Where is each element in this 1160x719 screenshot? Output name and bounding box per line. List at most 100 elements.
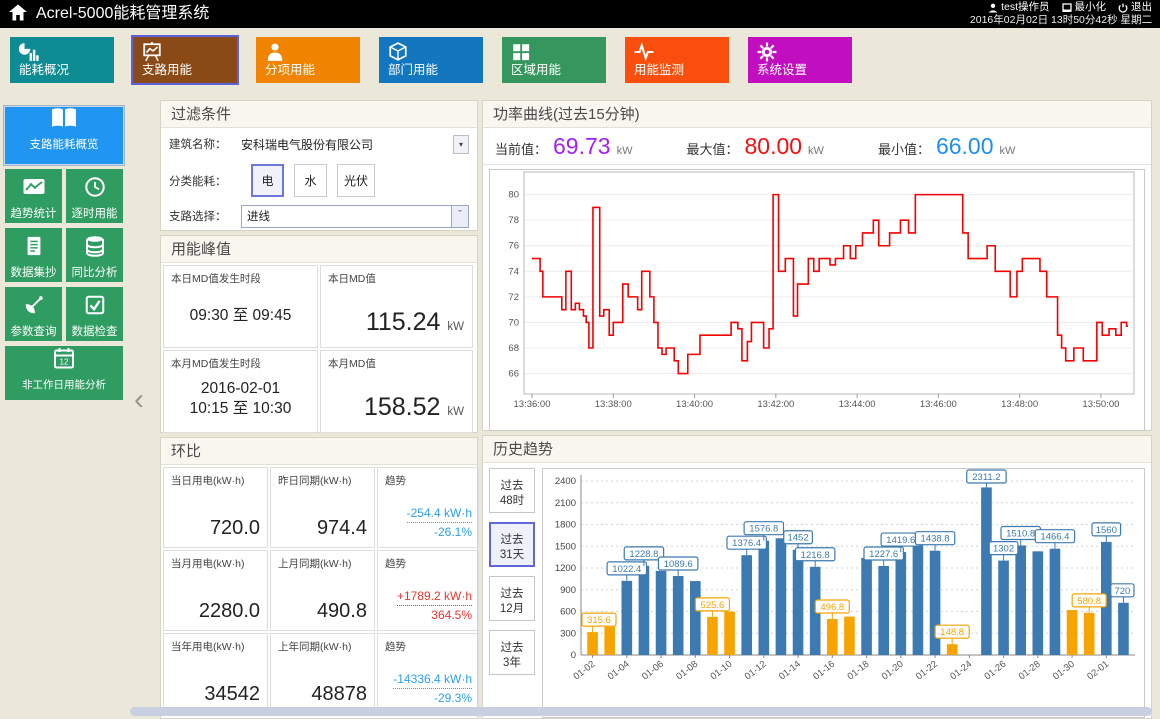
category-label: 分类能耗：: [169, 175, 227, 188]
category-button-pv[interactable]: 光伏: [337, 164, 376, 197]
svg-text:1376.4: 1376.4: [732, 538, 761, 549]
nav-tab-area-energy[interactable]: 区域用能: [502, 37, 606, 83]
building-label: 建筑名称：: [169, 139, 227, 151]
calendar-icon: 12: [5, 346, 123, 375]
check-square-icon: [66, 294, 123, 321]
svg-text:76: 76: [508, 241, 519, 252]
power-curve-chart: 66 68 70 72 74 76 78 80 13:36:00 13:38:00 13:40:00…: [489, 169, 1145, 431]
svg-text:01-02: 01-02: [571, 659, 597, 683]
svg-text:13:44:00: 13:44:00: [839, 399, 876, 410]
logout-button[interactable]: 退出: [1118, 1, 1152, 14]
subentry-energy-icon: [265, 42, 285, 67]
month-md-value-cell: 本月MD值 158.52 kW: [320, 350, 473, 433]
day-md-period-value: 09:30 至 09:45: [189, 307, 292, 324]
svg-text:1022.4: 1022.4: [612, 564, 641, 575]
month-md-period-time: 10:15 至 10:30: [189, 400, 292, 417]
ring-cell: 昨日同期(kW·h) 974.4: [270, 467, 375, 548]
svg-text:1302: 1302: [993, 544, 1014, 555]
month-md-period-cell: 本月MD值发生时段 2016-02-01 10:15 至 10:30: [163, 350, 318, 433]
svg-text:02-01: 02-01: [1085, 659, 1111, 683]
range-button-3y[interactable]: 过去 3年: [489, 630, 535, 675]
svg-text:66: 66: [508, 369, 519, 380]
nav-tab-subentry-energy[interactable]: 分项用能: [256, 37, 360, 83]
power-curve-panel: 功率曲线(过去15分钟) 当前值： 69.73 kW 最大值： 80.00 kW 最小值…: [482, 100, 1152, 431]
trend-chart-icon: [5, 176, 62, 203]
sidebar-item-param-query[interactable]: 参数查询: [5, 287, 62, 341]
user-menu[interactable]: test操作员: [988, 1, 1050, 14]
svg-text:13:42:00: 13:42:00: [757, 399, 794, 410]
datetime: 2016年02月02日 13时50分42秒 星期二: [969, 14, 1152, 26]
svg-text:12: 12: [60, 358, 69, 367]
minimize-button[interactable]: 最小化: [1061, 1, 1106, 14]
ring-cell: 当月用电(kW·h) 2280.0: [163, 550, 268, 631]
min-value: 66.00: [935, 132, 994, 159]
nav-tab-branch-energy[interactable]: 支路用能: [133, 37, 237, 83]
power-curve-title: 功率曲线(过去15分钟): [483, 101, 1151, 128]
department-energy-icon: [388, 42, 408, 67]
nav-tab-system-settings[interactable]: 系统设置: [748, 37, 852, 83]
svg-text:01-08: 01-08: [674, 659, 700, 683]
svg-text:13:40:00: 13:40:00: [676, 399, 713, 410]
svg-text:148.8: 148.8: [940, 627, 964, 638]
left-column: 过滤条件 建筑名称： 安科瑞电气股份有限公司 ▾ 分类能耗： 电 水 光伏 支路…: [160, 100, 479, 719]
sidebar-item-hourly-energy[interactable]: 逐时用能: [66, 169, 123, 223]
svg-text:70: 70: [508, 317, 519, 328]
sidebar-item-nonworkday-analysis[interactable]: 12 非工作日用能分析: [5, 346, 123, 400]
svg-text:13:36:00: 13:36:00: [514, 399, 551, 410]
building-value: 安科瑞电气股份有限公司: [241, 137, 374, 152]
sidebar-collapse-chevron[interactable]: ‹: [134, 383, 144, 416]
svg-text:13:48:00: 13:48:00: [1001, 399, 1038, 410]
range-button-12m[interactable]: 过去 12月: [489, 576, 535, 621]
svg-text:74: 74: [508, 266, 519, 277]
branch-select[interactable]: 进线 ˇ: [241, 204, 469, 228]
svg-text:01-22: 01-22: [914, 659, 940, 683]
sidebar-item-branch-overview[interactable]: 支路能耗概览: [5, 107, 123, 164]
sidebar: 支路能耗概览 趋势统计 逐时用能 数据集抄 同比分析: [5, 100, 125, 405]
svg-text:01-18: 01-18: [845, 659, 871, 683]
document-icon: [5, 235, 62, 262]
svg-text:01-26: 01-26: [982, 659, 1008, 683]
svg-text:01-24: 01-24: [948, 659, 974, 683]
range-button-48h[interactable]: 过去 48时: [489, 468, 535, 513]
svg-text:0: 0: [571, 650, 576, 661]
svg-text:900: 900: [560, 585, 576, 596]
ring-comparison-panel: 环比 当日用电(kW·h) 720.0 昨日同期(kW·h) 974.4 趋势 -2…: [160, 437, 479, 719]
svg-text:1227.6: 1227.6: [869, 549, 898, 560]
ring-cell: 当年用电(kW·h) 34542: [163, 633, 268, 714]
building-dropdown-button[interactable]: ▾: [453, 134, 469, 154]
svg-text:01-20: 01-20: [880, 659, 906, 683]
app-title: Acrel-5000能耗管理系统: [36, 5, 210, 22]
branch-select-value: 进线: [247, 211, 270, 223]
sidebar-item-yoy-analysis[interactable]: 同比分析: [66, 228, 123, 282]
filter-panel: 过滤条件 建筑名称： 安科瑞电气股份有限公司 ▾ 分类能耗： 电 水 光伏 支路…: [160, 100, 478, 231]
nav-tab-energy-overview[interactable]: 能耗概况: [10, 37, 114, 83]
sidebar-item-data-collection[interactable]: 数据集抄: [5, 228, 62, 282]
top-bar: Acrel-5000能耗管理系统 test操作员 最小化 退出 2016年02月…: [0, 0, 1160, 28]
svg-text:2100: 2100: [555, 498, 576, 509]
sidebar-item-data-check[interactable]: 数据检查: [66, 287, 123, 341]
sidebar-item-trend-stats[interactable]: 趋势统计: [5, 169, 62, 223]
svg-text:525.6: 525.6: [701, 600, 725, 611]
svg-text:01-28: 01-28: [1017, 659, 1043, 683]
clock-icon: [66, 176, 123, 203]
svg-text:2400: 2400: [555, 476, 576, 487]
nav-tab-department-energy[interactable]: 部门用能: [379, 37, 483, 83]
range-button-31d[interactable]: 过去 31天: [489, 522, 535, 567]
nav-tab-energy-monitor[interactable]: 用能监测: [625, 37, 729, 83]
horizontal-scrollbar[interactable]: [130, 707, 1152, 716]
svg-text:1419.6: 1419.6: [886, 535, 915, 546]
current-value: 69.73: [553, 132, 611, 159]
ring-title: 环比: [161, 438, 477, 465]
svg-text:2311.2: 2311.2: [972, 472, 1000, 483]
svg-text:1510.8: 1510.8: [1006, 528, 1035, 539]
energy-overview-icon: [18, 42, 39, 67]
category-button-electricity[interactable]: 电: [251, 164, 284, 197]
svg-text:13:46:00: 13:46:00: [920, 399, 957, 410]
history-bar-chart: 0 300 600 900 1200 1500 1800 2100 2400 01-02 01-04…: [542, 468, 1145, 718]
svg-text:1438.8: 1438.8: [921, 534, 950, 545]
home-icon[interactable]: [8, 3, 28, 28]
peak-title: 用能峰值: [161, 236, 477, 263]
category-button-water[interactable]: 水: [294, 164, 327, 197]
chevron-down-icon: ˇ: [451, 205, 468, 227]
satellite-icon: [5, 294, 62, 321]
